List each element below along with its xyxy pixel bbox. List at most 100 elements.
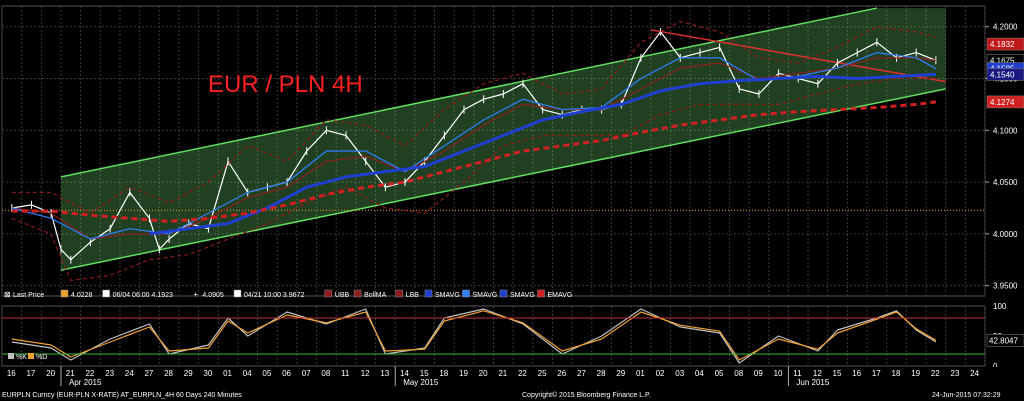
price-tick-label: 4.1000 [993,126,1018,135]
x-tick-label: 29 [184,369,193,378]
legend-label: SMAVG [435,292,460,299]
x-tick-label: 16 [7,369,16,378]
x-tick-label: 26 [557,369,566,378]
legend-swatch [499,289,508,298]
osc-tick-label: 0 [993,362,998,371]
channel-upper-line [60,7,878,178]
legend-label: EMAVG [548,292,573,299]
osc-tag-label: 42.8047 [989,336,1018,345]
legend-swatch [353,289,362,298]
x-tick-label: 15 [420,369,429,378]
x-tick-label: 24 [970,369,979,378]
x-tick-label: 23 [951,369,960,378]
x-tick-label: 29 [616,369,625,378]
x-tick-label: 22 [931,369,940,378]
x-tick-label: 05 [715,369,724,378]
x-tick-label: 21 [498,369,507,378]
x-tick-label: 17 [872,369,881,378]
legend-swatch [395,289,403,298]
legend-swatch [60,289,69,298]
legend-label: SMAVG [473,292,498,299]
price-tick-label: 4.2000 [993,23,1018,32]
osc-tag [986,334,1024,347]
legend-swatch [424,289,433,298]
footer-left: EURPLN Curncy (EUR-PLN X-RATE) AT_EURPLN… [2,392,242,399]
x-tick-label: 24 [125,369,134,378]
x-tick-label: 23 [105,369,114,378]
x-tick-label: 15 [833,369,842,378]
footer-band [0,387,1024,401]
legend-label: LBB [406,292,420,299]
price-tag [986,68,1024,81]
legend-label: 4.0228 [71,292,93,299]
x-tick-label: 20 [46,369,55,378]
price-tag-label: 4.1832 [990,40,1015,49]
x-tick-label: 05 [262,369,271,378]
x-tick-label: 01 [223,369,232,378]
price-tick-label: 3.9500 [993,282,1018,291]
x-tick-label: 28 [597,369,606,378]
x-tick-label: 18 [439,369,448,378]
x-tick-label: 02 [656,369,665,378]
x-tick-label: 04 [695,369,704,378]
x-tick-label: 14 [400,369,409,378]
legend-label: 04/21 10:00 3.9672 [244,292,304,299]
series-line-lbb [11,77,936,282]
osc-tick-label: 100 [993,302,1007,311]
x-tick-label: 22 [518,369,527,378]
x-tick-label: 13 [380,369,389,378]
legend-swatch [462,289,470,298]
legend-label: 4.0905 [202,292,224,299]
legend-swatch [324,289,333,298]
legend-swatch [102,289,110,298]
legend-swatch [537,289,545,298]
x-tick-label: 08 [321,369,330,378]
x-tick-label: 01 [636,369,645,378]
price-tag [986,37,1024,51]
price-tag [986,95,1024,109]
x-tick-label: 28 [164,369,173,378]
x-tick-label: 06 [282,369,291,378]
x-tick-label: 10 [774,369,783,378]
x-tick-label: 19 [911,369,920,378]
x-tick-label: 03 [675,369,684,378]
legend-swatch [28,353,34,359]
x-tick-label: 07 [302,369,311,378]
legend-label: Last Price [13,292,44,299]
footer-right: 24-Jun-2015 07:32:29 [932,392,1001,399]
x-tick-label: 20 [479,369,488,378]
x-tick-label: 22 [85,369,94,378]
x-tick-label: 12 [813,369,822,378]
x-tick-label: 30 [203,369,212,378]
series-line-ubb [11,20,937,214]
price-tag-label: 4.1274 [990,98,1015,107]
price-tick-label: 4.0500 [993,178,1018,187]
resistance-trendline [650,29,946,83]
x-tick-label: 19 [459,369,468,378]
price-tick-label: 4.0000 [993,230,1018,239]
legend-label: 06/04 06:00 4.1923 [113,292,173,299]
osc-legend-label: %D [36,354,47,361]
price-tag-label: 4.1675 [990,56,1015,65]
x-tick-label: 18 [892,369,901,378]
legend-swatch [233,289,242,298]
x-tick-label: 17 [26,369,35,378]
legend-label: BollMA [364,292,387,299]
x-tick-label: 27 [577,369,586,378]
legend-label: SMAVG [510,292,535,299]
x-tick-label: 11 [793,369,802,378]
channel-lower-line [60,88,946,271]
series-line-d [11,310,937,361]
chart-title: EUR / PLN 4H [208,71,363,98]
cross-icon: ⊠ [4,290,11,299]
x-tick-label: 08 [734,369,743,378]
legend-swatch [8,353,14,359]
x-tick-label: 21 [66,369,75,378]
x-tick-label: 12 [361,369,370,378]
legend-label: UBB [335,292,350,299]
series-line-k [11,308,937,364]
x-tick-label: 11 [341,369,350,378]
footer-center: Copyright© 2015 Bloomberg Finance L.P. [522,391,651,399]
month-label: Apr 2015 [69,378,102,387]
